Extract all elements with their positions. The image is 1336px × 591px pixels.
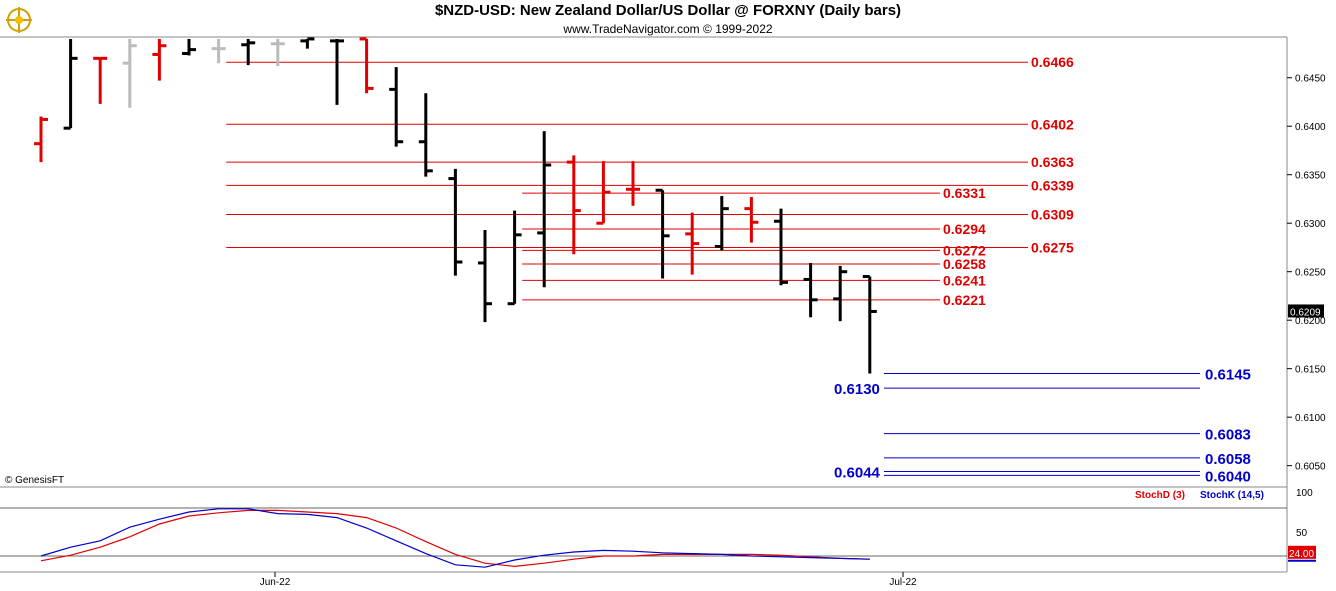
ohlc-bar <box>478 229 492 323</box>
ohlc-bar <box>270 38 285 67</box>
ohlc-bar <box>537 131 552 288</box>
resistance-label: 0.6363 <box>1031 154 1074 170</box>
resistance-label: 0.6241 <box>943 272 986 288</box>
support-label: 0.6058 <box>1205 451 1251 468</box>
resistance-label: 0.6331 <box>943 185 986 201</box>
support-label: 0.6040 <box>1205 468 1251 485</box>
price-tick-label: 0.6350 <box>1295 171 1326 182</box>
ohlc-bar <box>685 212 700 275</box>
price-tick-label: 0.6100 <box>1295 413 1326 424</box>
price-tick-label: 0.6150 <box>1295 365 1326 376</box>
time-tick-label: Jun-22 <box>260 577 291 588</box>
price-tick-label: 0.6450 <box>1295 74 1326 85</box>
chart-subtitle: www.TradeNavigator.com © 1999-2022 <box>563 22 773 36</box>
ohlc-bar <box>744 197 759 243</box>
last-price-box <box>1288 304 1324 318</box>
stochastic-panel: 100 50 StochD (3) StochK (14,5) 24.00 <box>0 488 1316 568</box>
resistance-label: 0.6309 <box>1031 206 1074 222</box>
ohlc-bar <box>389 67 404 147</box>
resistance-label: 0.6272 <box>943 242 986 258</box>
ohlc-bar <box>211 38 226 64</box>
resistance-label: 0.6221 <box>943 292 986 308</box>
ohlc-bar <box>359 37 374 94</box>
resistance-label: 0.6339 <box>1031 177 1074 193</box>
ohlc-bar <box>182 38 196 56</box>
price-tick-label: 0.6300 <box>1295 219 1326 230</box>
price-tick-label: 0.6050 <box>1295 462 1326 473</box>
stoch-line <box>40 508 870 568</box>
stoch-last-value-box <box>1288 545 1316 559</box>
ohlc-bar <box>833 265 848 322</box>
ohlc-bar <box>803 262 818 318</box>
support-label: 0.6044 <box>834 464 881 481</box>
ohlc-bar <box>862 275 877 374</box>
ohlc-bar <box>418 93 433 177</box>
support-label: 0.6145 <box>1205 367 1251 384</box>
ohlc-bar <box>63 38 78 130</box>
ohlc-bar <box>566 155 581 255</box>
support-levels: 0.6145 0.6130 0.6083 0.6058 0.6044 0.6040 <box>834 367 1251 486</box>
resistance-label: 0.6258 <box>943 256 986 272</box>
stoch-k-legend: StochK (14,5) <box>1200 490 1264 501</box>
time-tick-label: Jul-22 <box>889 577 917 588</box>
resistance-label: 0.6402 <box>1031 116 1074 132</box>
ohlc-bar <box>448 168 463 276</box>
price-axis: 0.6450 0.6400 0.6350 0.6300 0.6250 0.6200 0.61… <box>1287 74 1326 473</box>
price-tick-label: 0.6200 <box>1295 316 1326 327</box>
ohlc-bar <box>122 38 137 108</box>
ohlc-bar <box>93 56 108 104</box>
stoch-last-value-label: 24.00 <box>1289 549 1314 560</box>
ohlc-bar <box>300 37 315 49</box>
price-tick-label: 0.6400 <box>1295 122 1326 133</box>
support-label: 0.6083 <box>1205 427 1251 444</box>
resistance-label: 0.6294 <box>943 221 986 237</box>
chart-title: $NZD-USD: New Zealand Dollar/US Dollar @… <box>434 2 902 19</box>
last-price-label: 0.6209 <box>1290 307 1321 318</box>
ohlc-bar <box>714 196 729 251</box>
ohlc-bar <box>241 38 256 66</box>
trade-navigator-logo-icon <box>6 7 32 33</box>
resistance-levels: 0.6466 0.6402 0.6363 0.6339 0.6331 0.6309 0.62… <box>226 54 1074 308</box>
ohlc-bar <box>507 210 522 306</box>
ohlc-bar <box>655 188 670 279</box>
price-bars <box>34 37 877 374</box>
stoch-d-legend: StochD (3) <box>1135 490 1185 501</box>
time-axis: Jun-22 Jul-22 <box>260 572 917 588</box>
ohlc-bar <box>34 116 48 163</box>
support-label: 0.6130 <box>834 381 880 398</box>
resistance-label: 0.6275 <box>1031 239 1074 255</box>
ohlc-bar <box>330 38 344 105</box>
resistance-label: 0.6466 <box>1031 54 1074 70</box>
data-credit: © GenesisFT <box>5 475 65 486</box>
ohlc-bar <box>596 161 611 225</box>
ohlc-bar <box>774 208 788 286</box>
stoch-tick-label: 100 <box>1296 488 1313 499</box>
price-tick-label: 0.6250 <box>1295 268 1326 279</box>
ohlc-bar <box>152 38 167 81</box>
ohlc-bar <box>626 161 640 206</box>
stoch-tick-label: 50 <box>1296 528 1308 539</box>
